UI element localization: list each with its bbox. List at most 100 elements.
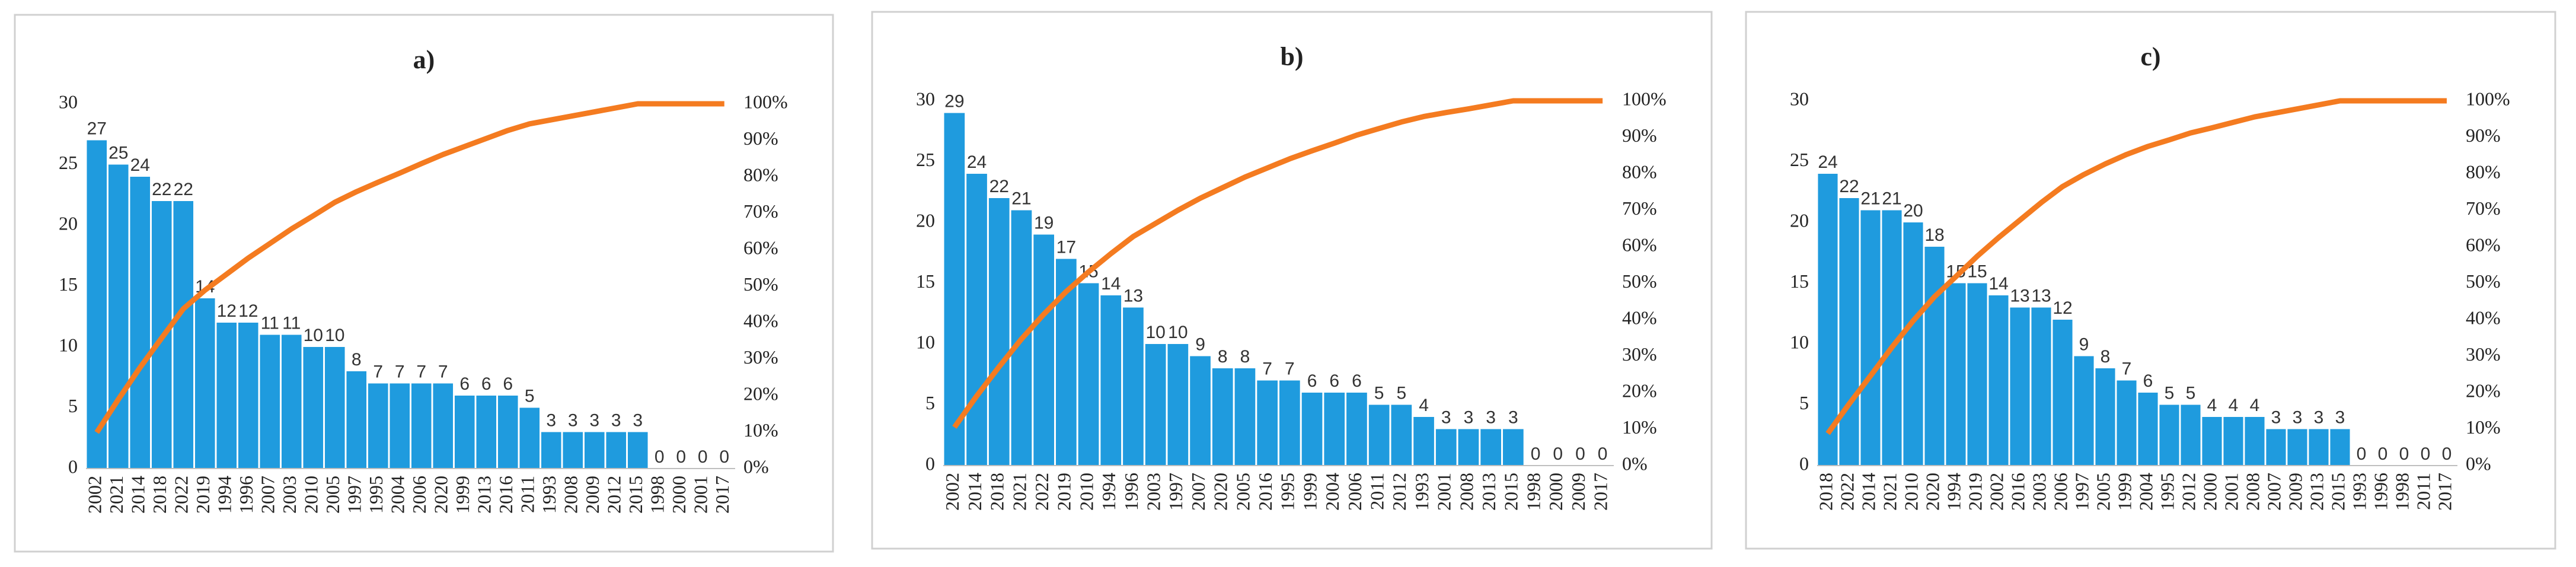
data-label: 0 [719, 447, 729, 467]
bar [1480, 429, 1501, 466]
y2-tick-label: 100% [743, 91, 788, 112]
bar [130, 177, 151, 469]
cumulative-line [1825, 98, 2447, 435]
data-label: 5 [2186, 383, 2196, 403]
y-tick-label: 25 [59, 152, 78, 173]
x-tick-label: 2006 [408, 476, 430, 514]
bar [108, 164, 129, 469]
data-label: 4 [2250, 396, 2260, 415]
data-label: 0 [698, 447, 708, 467]
chart-panel: c)0510152025300%10%20%30%40%50%60%70%80%… [1745, 11, 2556, 550]
data-label: 0 [1553, 444, 1563, 464]
x-tick-label: 2019 [1964, 473, 1986, 511]
x-tick-label: 1999 [452, 476, 473, 514]
data-label: 0 [1598, 444, 1608, 464]
data-label: 21 [1860, 189, 1880, 208]
bar [944, 113, 965, 466]
data-label: 9 [1195, 335, 1205, 354]
data-label: 29 [944, 91, 964, 111]
data-label: 24 [130, 155, 150, 175]
data-label: 10 [325, 326, 344, 345]
data-label: 0 [2421, 444, 2431, 464]
data-label: 6 [1307, 371, 1317, 391]
x-tick-label: 2014 [964, 473, 985, 511]
data-label: 9 [2079, 335, 2089, 354]
y2-tick-label: 100% [2466, 88, 2510, 109]
bar [281, 335, 302, 469]
bar [584, 432, 605, 469]
bar [2223, 417, 2243, 466]
x-tick-label: 1993 [538, 476, 560, 514]
data-label: 5 [525, 386, 535, 406]
data-label: 3 [1441, 407, 1451, 427]
bar [411, 383, 432, 469]
y2-tick-label: 0% [1622, 453, 1648, 474]
bar [173, 201, 194, 469]
y2-tick-label: 50% [743, 273, 778, 295]
data-label: 3 [546, 410, 556, 430]
data-label: 6 [2143, 371, 2153, 391]
bar [988, 198, 1010, 466]
x-tick-label: 2000 [1545, 473, 1566, 511]
data-label: 10 [1145, 323, 1165, 342]
data-label: 7 [416, 362, 426, 381]
bar [606, 432, 627, 469]
bar [476, 396, 497, 469]
data-label: 7 [373, 362, 383, 381]
data-label: 3 [2271, 407, 2281, 427]
data-label: 3 [2314, 407, 2324, 427]
bar [1212, 368, 1233, 466]
data-label: 4 [1419, 396, 1429, 415]
x-tick-label: 2022 [1836, 473, 1857, 511]
data-label: 11 [261, 313, 279, 333]
y-tick-label: 10 [59, 334, 78, 355]
data-label: 12 [238, 301, 258, 321]
data-label: 3 [2335, 407, 2345, 427]
y2-tick-label: 40% [2466, 307, 2501, 328]
data-label: 21 [1011, 189, 1031, 208]
bar [541, 432, 561, 469]
x-tick-label: 2017 [711, 476, 733, 514]
data-label: 22 [174, 180, 193, 199]
bar [1903, 222, 1923, 466]
data-label: 0 [2442, 444, 2452, 464]
y2-tick-label: 60% [743, 237, 778, 258]
bar [1346, 393, 1367, 466]
bar [1234, 368, 1256, 466]
bar [1435, 429, 1457, 466]
bar [2052, 320, 2073, 466]
x-tick-label: 2005 [2092, 473, 2114, 511]
x-tick-label: 2002 [941, 473, 963, 511]
data-label: 4 [2207, 396, 2217, 415]
bar [1946, 283, 1966, 466]
bar [194, 298, 215, 469]
x-tick-label: 1994 [1098, 473, 1119, 511]
data-label: 13 [2010, 286, 2029, 305]
x-tick-label: 2015 [625, 476, 646, 514]
x-tick-label: 2010 [1075, 473, 1097, 511]
bar [2245, 417, 2265, 466]
data-label: 3 [611, 410, 621, 430]
y-tick-label: 0 [68, 455, 78, 477]
bar [2159, 404, 2179, 466]
bar [1413, 417, 1434, 466]
bar [2181, 404, 2201, 466]
y2-tick-label: 10% [743, 419, 778, 441]
data-label: 12 [217, 301, 237, 321]
x-tick-label: 2017 [1589, 473, 1611, 511]
data-label: 22 [152, 180, 171, 199]
data-label: 0 [2378, 444, 2388, 464]
x-tick-label: 1993 [2348, 473, 2370, 511]
bar [1123, 307, 1144, 466]
x-tick-label: 2003 [1142, 473, 1164, 511]
bar [1924, 247, 1945, 466]
data-label: 3 [1508, 407, 1518, 427]
data-label: 0 [655, 447, 665, 467]
data-label: 27 [87, 119, 107, 138]
data-label: 6 [481, 374, 491, 394]
bar [238, 323, 258, 469]
y2-tick-label: 100% [1622, 88, 1667, 109]
data-label: 6 [1352, 371, 1362, 391]
y-tick-label: 30 [1790, 88, 1809, 109]
